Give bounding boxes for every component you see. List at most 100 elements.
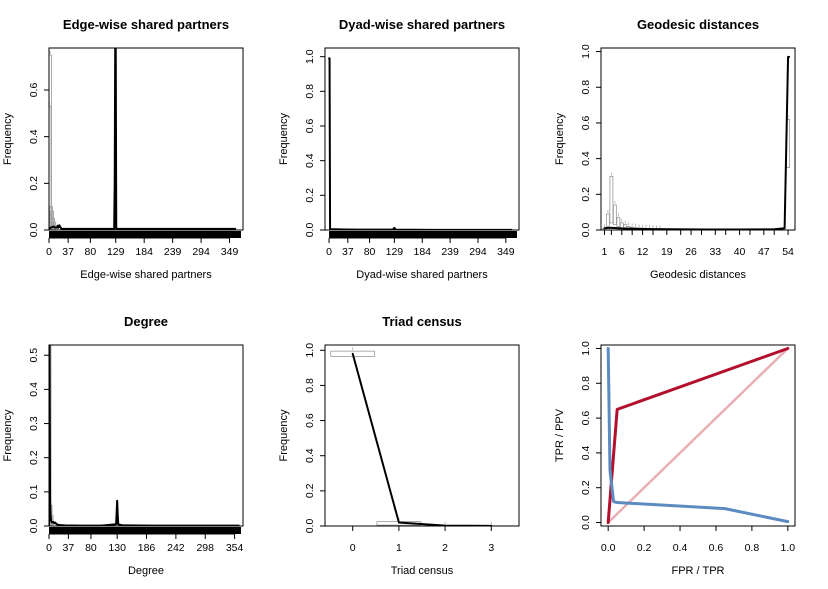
x-tick-label: 47	[758, 246, 770, 258]
y-tick-label: 0.5	[28, 348, 40, 363]
x-tick-label: 294	[469, 246, 487, 258]
series-observed	[603, 55, 791, 230]
sim-box	[616, 217, 621, 227]
y-tick-label: 0.0	[304, 519, 316, 534]
y-tick-label: 0.0	[28, 223, 40, 238]
x-axis-label: Edge-wise shared partners	[80, 269, 212, 281]
y-axis-label: Frequency	[554, 113, 566, 165]
x-tick-label: 349	[221, 246, 239, 258]
x-tick-label: 3	[488, 542, 494, 554]
y-tick-label: 0.4	[28, 129, 40, 144]
sim-box	[49, 105, 52, 230]
x-axis-label: Dyad-wise shared partners	[356, 269, 488, 281]
y-tick-label: 1.0	[304, 343, 316, 358]
y-axis-label: Frequency	[2, 409, 14, 461]
x-tick-label: 80	[85, 246, 97, 258]
x-tick-label: 19	[661, 246, 673, 258]
y-tick-label: 0.4	[28, 382, 40, 397]
plot-frame	[600, 344, 796, 527]
x-tick-label: 298	[196, 542, 214, 554]
y-tick-label: 0.2	[28, 450, 40, 465]
x-axis-label: FPR / TPR	[672, 565, 725, 577]
y-tick-label: 0.2	[580, 187, 592, 202]
series-pr	[606, 346, 790, 524]
x-tick-label: 239	[441, 246, 459, 258]
x-tick-label: 129	[386, 246, 404, 258]
x-axis-label: Geodesic distances	[650, 269, 746, 281]
y-axis-label: Frequency	[278, 409, 290, 461]
y-tick-label: 0.6	[28, 83, 40, 98]
plot-frame	[48, 344, 244, 527]
plot-area	[49, 345, 240, 526]
y-tick-label: 0.2	[28, 176, 40, 191]
y-tick-label: 1.0	[580, 44, 592, 59]
y-tick-label: 0.4	[304, 448, 316, 463]
y-axis-label: Frequency	[278, 113, 290, 165]
y-tick-label: 0.8	[304, 84, 316, 99]
x-tick-label: 80	[364, 246, 376, 258]
x-tick-label: 0	[350, 542, 356, 554]
x-tick-label: 6	[619, 246, 625, 258]
x-tick-label: 129	[107, 246, 125, 258]
x-tick-label: 80	[85, 542, 97, 554]
x-tick-label: 1	[396, 542, 402, 554]
y-tick-label: 0.0	[580, 223, 592, 238]
sim-box	[609, 176, 614, 224]
x-tick-label: 0	[46, 542, 52, 554]
rug-band	[329, 231, 517, 238]
x-tick-label: 54	[782, 246, 794, 258]
y-tick-label: 0.4	[580, 151, 592, 166]
rug-band	[49, 231, 241, 238]
panel-4: Degree Degree Frequency 0.0 0.1 0.2 0.3 0.4 0.5 0…	[2, 314, 244, 577]
x-tick-label: 0.4	[673, 542, 688, 554]
y-tick-label: 0.2	[580, 480, 592, 495]
y-tick-label: 0.8	[580, 376, 592, 391]
sim-box	[612, 204, 617, 226]
x-tick-label: 1.0	[781, 542, 796, 554]
sim-box	[49, 345, 52, 526]
y-tick-label: 0.6	[580, 115, 592, 130]
x-tick-label: 33	[709, 246, 721, 258]
sim-box	[606, 213, 610, 227]
panel-title: Triad census	[382, 314, 461, 329]
x-tick-label: 37	[62, 246, 74, 258]
x-tick-label: 0.8	[745, 542, 760, 554]
y-tick-label: 0.6	[304, 119, 316, 134]
x-tick-label: 37	[342, 246, 354, 258]
x-tick-label: 0	[326, 246, 332, 258]
y-tick-label: 0.8	[580, 80, 592, 95]
panel-5: Triad census Triad census Frequency 0.0 0.2 0…	[278, 314, 520, 577]
y-tick-label: 0.0	[580, 515, 592, 530]
plot-frame	[600, 47, 796, 231]
x-tick-label: 0	[46, 246, 52, 258]
y-tick-label: 0.3	[28, 416, 40, 431]
x-tick-label: 184	[413, 246, 431, 258]
y-axis-label: TPR / PPV	[554, 408, 566, 462]
panel-title: Dyad-wise shared partners	[339, 17, 505, 32]
x-tick-label: 0.0	[601, 542, 616, 554]
y-tick-label: 0.2	[304, 188, 316, 203]
x-tick-label: 12	[637, 246, 649, 258]
y-tick-label: 0.8	[304, 378, 316, 393]
x-tick-label: 40	[734, 246, 746, 258]
x-tick-label: 0.2	[637, 542, 652, 554]
x-tick-label: 0.6	[709, 542, 724, 554]
y-tick-label: 0.6	[580, 411, 592, 426]
plot-area	[49, 48, 237, 230]
x-tick-label: 130	[108, 542, 126, 554]
panel-title: Geodesic distances	[637, 17, 759, 32]
sim-box	[49, 54, 52, 230]
y-tick-label: 1.0	[304, 49, 316, 64]
x-tick-label: 242	[167, 542, 185, 554]
x-tick-label: 239	[164, 246, 182, 258]
x-tick-label: 37	[63, 542, 75, 554]
series-observed	[328, 57, 513, 230]
x-tick-label: 294	[192, 246, 210, 258]
plot-frame	[48, 47, 244, 231]
series-observed	[49, 48, 237, 230]
y-tick-label: 1.0	[580, 341, 592, 356]
plot-frame	[324, 344, 520, 527]
y-axis-label: Frequency	[2, 113, 14, 165]
panel-title: Degree	[124, 314, 168, 329]
